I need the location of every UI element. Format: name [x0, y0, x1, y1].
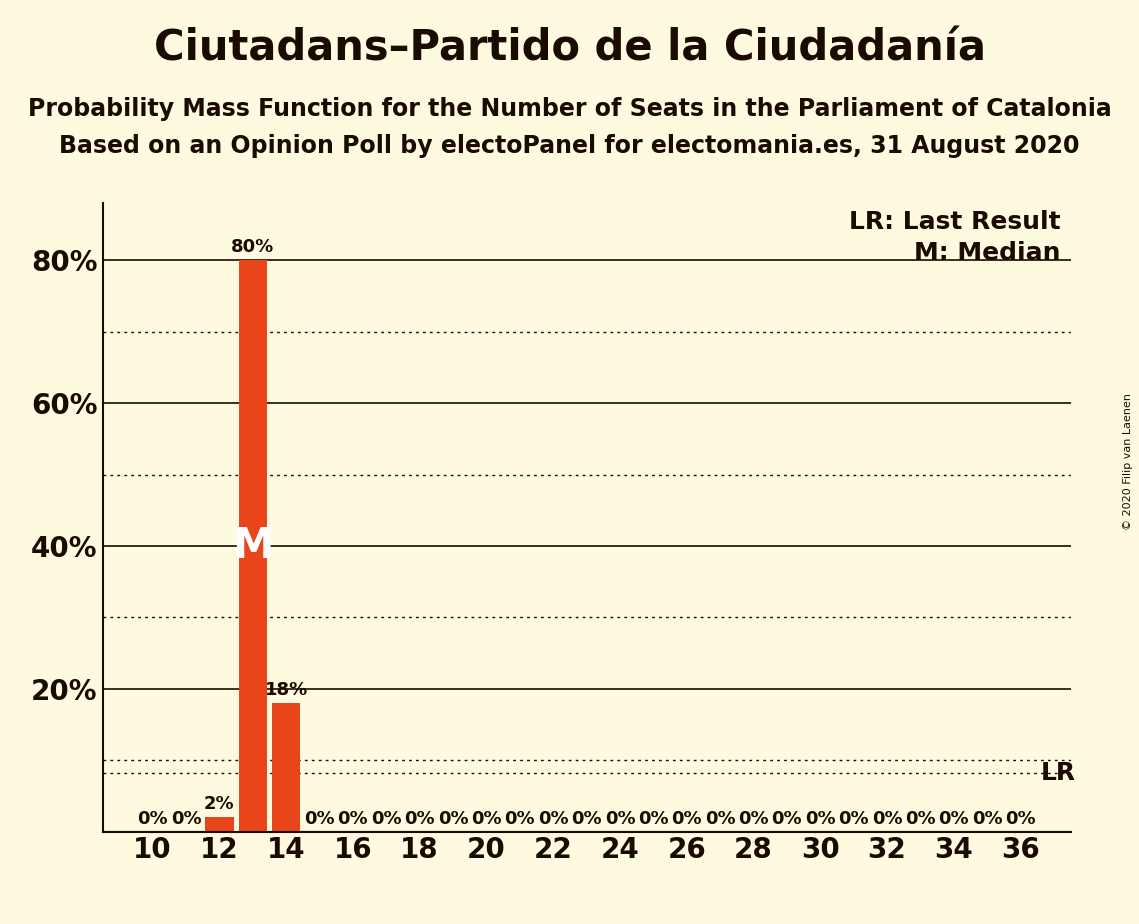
Bar: [272, 703, 301, 832]
Text: 2%: 2%: [204, 795, 235, 813]
Bar: [205, 818, 233, 832]
Text: 0%: 0%: [605, 810, 636, 828]
Text: 0%: 0%: [472, 810, 502, 828]
Text: M: M: [232, 525, 273, 567]
Text: 0%: 0%: [437, 810, 468, 828]
Text: Based on an Opinion Poll by electoPanel for electomania.es, 31 August 2020: Based on an Opinion Poll by electoPanel …: [59, 134, 1080, 158]
Text: Probability Mass Function for the Number of Seats in the Parliament of Catalonia: Probability Mass Function for the Number…: [27, 97, 1112, 121]
Text: LR: LR: [1041, 761, 1075, 785]
Text: 0%: 0%: [538, 810, 568, 828]
Text: 0%: 0%: [871, 810, 902, 828]
Text: © 2020 Filip van Laenen: © 2020 Filip van Laenen: [1123, 394, 1133, 530]
Text: 0%: 0%: [572, 810, 601, 828]
Text: 0%: 0%: [738, 810, 769, 828]
Text: 0%: 0%: [304, 810, 335, 828]
Text: 0%: 0%: [906, 810, 936, 828]
Text: 0%: 0%: [771, 810, 802, 828]
Text: 0%: 0%: [1006, 810, 1035, 828]
Text: 0%: 0%: [171, 810, 202, 828]
Text: 0%: 0%: [838, 810, 869, 828]
Text: 0%: 0%: [404, 810, 435, 828]
Text: Ciutadans–Partido de la Ciudadanía: Ciutadans–Partido de la Ciudadanía: [154, 28, 985, 69]
Text: M: Median: M: Median: [915, 241, 1060, 265]
Text: 0%: 0%: [638, 810, 669, 828]
Text: 0%: 0%: [505, 810, 535, 828]
Text: 0%: 0%: [805, 810, 836, 828]
Text: 18%: 18%: [264, 681, 308, 699]
Bar: [238, 261, 267, 832]
Text: 0%: 0%: [138, 810, 167, 828]
Text: LR: Last Result: LR: Last Result: [850, 210, 1060, 234]
Text: 0%: 0%: [939, 810, 969, 828]
Text: 0%: 0%: [671, 810, 702, 828]
Text: 80%: 80%: [231, 238, 274, 256]
Text: 0%: 0%: [972, 810, 1002, 828]
Text: 0%: 0%: [337, 810, 368, 828]
Text: 0%: 0%: [705, 810, 736, 828]
Text: 0%: 0%: [371, 810, 402, 828]
